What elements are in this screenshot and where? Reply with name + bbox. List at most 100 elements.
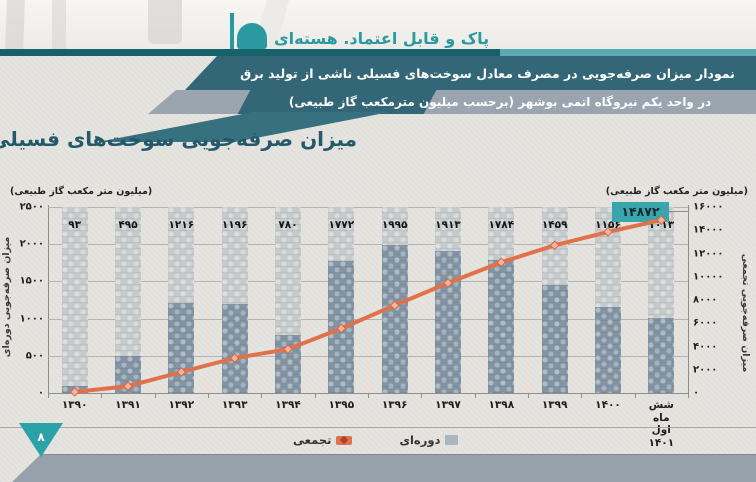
bar-value-label: ۱۷۸۴ bbox=[488, 219, 515, 231]
legend-divider-line bbox=[0, 427, 756, 428]
x-axis-label: شش ماه اول ۱۴۰۱ bbox=[648, 399, 675, 449]
left-axis-tick-label: ۲۰۰۰ bbox=[19, 238, 44, 250]
bar-periodic bbox=[115, 356, 141, 393]
bar-periodic bbox=[435, 250, 461, 393]
right-axis-line bbox=[688, 205, 689, 397]
left-axis-tick-label: ۱۰۰۰ bbox=[19, 313, 44, 325]
right-axis-tick-label: ۱۰۰۰۰ bbox=[693, 271, 724, 283]
axis-tick bbox=[101, 393, 103, 398]
page-number: ۸ bbox=[37, 430, 45, 444]
bar-periodic bbox=[541, 284, 568, 393]
left-axis-title: میزان صرفه‌جویی دوره‌ای bbox=[1, 236, 12, 358]
bar-value-label: ۹۳ bbox=[68, 219, 82, 231]
footer-band bbox=[12, 455, 756, 482]
x-axis-label: ۱۳۹۸ bbox=[488, 399, 515, 411]
left-axis-tick-label: ۵۰۰ bbox=[25, 350, 44, 362]
right-axis-tick-label: ۱۲۰۰۰ bbox=[693, 248, 724, 259]
left-axis-unit: (میلیون متر مکعب گاز طبیعی) bbox=[10, 186, 153, 197]
bar-periodic bbox=[328, 261, 355, 393]
banner-line-1: نمودار میزان صرفه‌جویی در مصرف معادل سوخ… bbox=[185, 56, 756, 90]
gridline bbox=[48, 244, 688, 246]
right-axis-tick-label: ۱۴۰۰۰ bbox=[693, 224, 724, 236]
brand-slogan: پاک و قابل اعتماد. هسته‌ای bbox=[274, 29, 490, 48]
axis-tick bbox=[208, 393, 209, 398]
x-axis-label: ۱۳۹۲ bbox=[168, 399, 195, 411]
axis-tick bbox=[314, 393, 316, 398]
x-axis-label: ۱۳۹۱ bbox=[115, 399, 141, 411]
axis-tick bbox=[261, 393, 263, 398]
right-axis-tick-label: ۴۰۰۰ bbox=[693, 341, 718, 352]
header-divider-bar bbox=[0, 49, 756, 56]
axis-tick bbox=[368, 393, 369, 398]
x-axis-label: ۱۳۹۴ bbox=[275, 399, 301, 411]
gridline bbox=[48, 355, 688, 357]
x-axis-label: ۱۳۹۰ bbox=[61, 399, 88, 411]
periodic-bar-legend-icon bbox=[445, 435, 459, 445]
left-axis-tick-label: ۲۵۰۰ bbox=[19, 201, 44, 213]
axis-tick bbox=[581, 393, 583, 398]
banner-line-2-text: در واحد یکم نیروگاه اتمی بوشهر (برحسب می… bbox=[288, 95, 712, 109]
left-axis-tick-labels: ۲۵۰۰ ۲۰۰۰ ۱۵۰۰ ۱۰۰۰ ۵۰۰ ۰ bbox=[2, 202, 44, 399]
bar-periodic bbox=[381, 244, 408, 393]
left-axis-line bbox=[48, 205, 49, 397]
axis-tick bbox=[474, 393, 476, 398]
x-axis-label: ۱۳۹۳ bbox=[221, 399, 248, 411]
right-axis-tick-label: ۸۰۰۰ bbox=[693, 294, 718, 306]
right-axis-tick-label: ۱۶۰۰۰ bbox=[693, 201, 724, 213]
plot-area: ۹۳ ۴۹۵ ۱۲۱۶ ۱۱۹۶ ۷۸۰ ۱۷۷۲ ۱۹۹۵ ۱۹۱۳ ۱۷۸۴ ۱۴۵۹ ۱۱۵۶… bbox=[48, 205, 689, 398]
bar-periodic bbox=[168, 302, 195, 393]
bar-track bbox=[61, 207, 88, 393]
cooling-tower-silhouette bbox=[5, 0, 25, 49]
cooling-tower-silhouette bbox=[52, 0, 66, 49]
bar-value-label: ۷۸۰ bbox=[278, 219, 298, 231]
bar-value-label: ۱۹۹۵ bbox=[381, 219, 408, 231]
bar-value-label: ۱۷۷۲ bbox=[328, 219, 355, 231]
badge-connector-line bbox=[666, 211, 688, 212]
chart-legend: تجمعی دوره‌ای bbox=[293, 433, 459, 447]
reactor-dome-icon bbox=[237, 23, 267, 49]
bar-periodic bbox=[61, 386, 88, 393]
axis-tick bbox=[634, 393, 636, 398]
bar-value-label: ۱۲۱۶ bbox=[168, 219, 195, 231]
x-axis-label: ۱۳۹۵ bbox=[328, 399, 355, 411]
bar-periodic bbox=[488, 260, 515, 393]
bar-value-label: ۱۹۱۳ bbox=[435, 219, 461, 231]
right-axis-tick-label: ۲۰۰۰ bbox=[693, 364, 718, 376]
page-number-marker: ۸ bbox=[19, 423, 63, 457]
x-axis-label: ۱۳۹۷ bbox=[435, 399, 461, 411]
axis-tick bbox=[528, 393, 529, 398]
legend-label-cumulative: تجمعی bbox=[293, 433, 332, 447]
cooling-tower-silhouette bbox=[148, 0, 182, 44]
gridline bbox=[48, 207, 688, 208]
bar-periodic bbox=[275, 335, 301, 393]
x-axis-label: ۱۴۰۰ bbox=[595, 399, 621, 411]
right-axis-tick-label: ۶۰۰۰ bbox=[693, 317, 718, 329]
axis-tick bbox=[48, 393, 49, 398]
axis-tick bbox=[688, 393, 689, 398]
bar-periodic bbox=[648, 317, 675, 393]
right-axis-title: میزان صرفه‌جویی تجمعی bbox=[740, 253, 751, 373]
right-axis-tick-label: ۰ bbox=[693, 387, 700, 399]
gridline bbox=[48, 281, 688, 283]
legend-label-periodic: دوره‌ای bbox=[399, 433, 441, 447]
left-axis-tick-label: ۰ bbox=[37, 387, 44, 399]
right-axis-unit: (میلیون متر مکعب گاز طبیعی) bbox=[605, 186, 748, 197]
left-axis-tick-label: ۱۵۰۰ bbox=[19, 275, 44, 287]
banner-line-2: در واحد یکم نیروگاه اتمی بوشهر (برحسب می… bbox=[148, 90, 756, 114]
bar-value-label: ۴۹۵ bbox=[118, 219, 138, 231]
bar-value-label: ۱۱۹۶ bbox=[221, 219, 248, 231]
bar-periodic bbox=[221, 304, 248, 393]
banner-line-1-text: نمودار میزان صرفه‌جویی در مصرف معادل سوخ… bbox=[240, 65, 735, 81]
chimney-icon bbox=[230, 13, 234, 49]
chart-title: میزان صرفه‌جویی سوخت‌های فسیلی bbox=[0, 127, 357, 151]
bar-value-label: ۱۴۵۹ bbox=[541, 219, 568, 231]
right-axis-tick-labels: ۱۶۰۰۰ ۱۴۰۰۰ ۱۲۰۰۰ ۱۰۰۰۰ ۸۰۰۰ ۶۰۰۰ ۴۰۰۰ ۲۰۰۰ ۰ bbox=[693, 202, 737, 399]
x-axis-label: ۱۳۹۶ bbox=[381, 399, 408, 411]
x-axis-label: ۱۳۹۹ bbox=[541, 399, 568, 411]
axis-tick bbox=[421, 393, 423, 398]
axis-tick bbox=[154, 393, 156, 398]
brand-logo: پاک و قابل اعتماد. هسته‌ای bbox=[230, 9, 489, 49]
bar-periodic bbox=[595, 307, 621, 393]
header: پاک و قابل اعتماد. هسته‌ای bbox=[0, 0, 756, 49]
